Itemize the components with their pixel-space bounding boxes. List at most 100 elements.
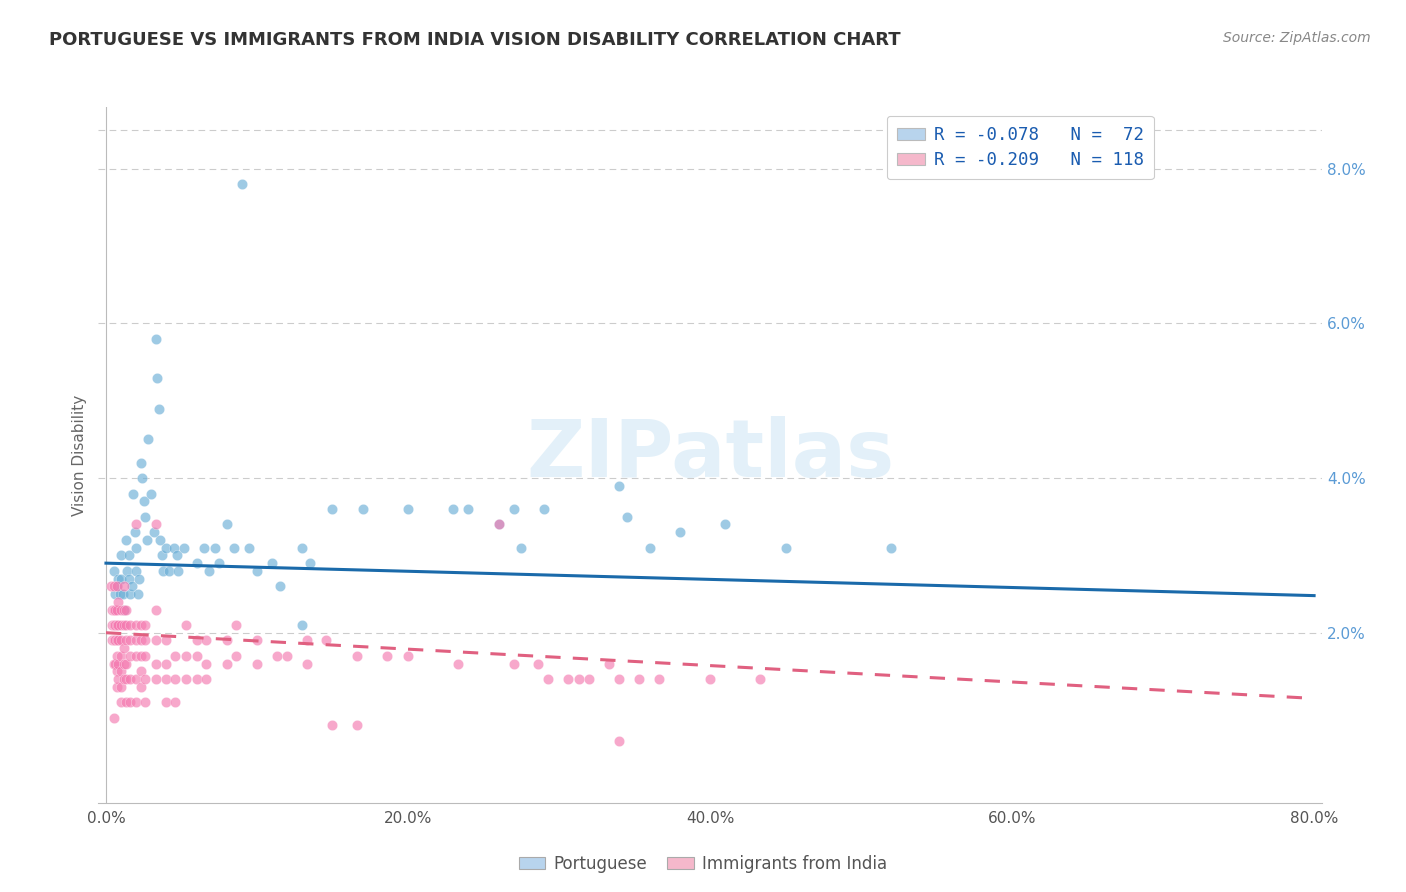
Point: [174, 672, 197, 686]
Point: [122, 486, 145, 500]
Point: [117, 549, 139, 563]
Point: [775, 541, 797, 555]
Point: [129, 456, 152, 470]
Point: [105, 579, 128, 593]
Point: [107, 572, 129, 586]
Point: [276, 648, 298, 663]
Point: [104, 587, 127, 601]
Point: [112, 579, 135, 593]
Point: [346, 648, 368, 663]
Point: [609, 672, 631, 686]
Point: [215, 657, 238, 671]
Point: [186, 672, 208, 686]
Point: [125, 695, 148, 709]
Point: [121, 579, 143, 593]
Text: PORTUGUESE VS IMMIGRANTS FROM INDIA VISION DISABILITY CORRELATION CHART: PORTUGUESE VS IMMIGRANTS FROM INDIA VISI…: [49, 31, 901, 49]
Point: [145, 517, 167, 532]
Point: [124, 525, 146, 540]
Point: [103, 618, 125, 632]
Point: [125, 541, 148, 555]
Point: [115, 564, 138, 578]
Point: [112, 618, 135, 632]
Point: [103, 633, 125, 648]
Point: [103, 564, 125, 578]
Point: [457, 502, 479, 516]
Point: [143, 525, 166, 540]
Point: [107, 595, 129, 609]
Point: [598, 657, 620, 671]
Point: [880, 541, 903, 555]
Point: [194, 672, 217, 686]
Point: [396, 502, 419, 516]
Point: [441, 502, 464, 516]
Point: [114, 533, 136, 547]
Point: [502, 502, 524, 516]
Point: [141, 486, 163, 500]
Point: [120, 633, 142, 648]
Point: [134, 633, 156, 648]
Point: [375, 648, 398, 663]
Point: [231, 178, 253, 192]
Point: [127, 587, 149, 601]
Point: [103, 711, 125, 725]
Point: [129, 648, 152, 663]
Point: [510, 541, 533, 555]
Point: [120, 587, 142, 601]
Point: [105, 579, 128, 593]
Point: [266, 648, 288, 663]
Point: [125, 648, 148, 663]
Point: [165, 695, 187, 709]
Point: [105, 602, 128, 616]
Point: [110, 695, 132, 709]
Point: [125, 564, 148, 578]
Point: [557, 672, 579, 686]
Point: [112, 602, 135, 616]
Point: [114, 695, 136, 709]
Point: [447, 657, 470, 671]
Point: [110, 549, 132, 563]
Point: [103, 579, 125, 593]
Point: [104, 657, 127, 671]
Point: [502, 657, 524, 671]
Point: [186, 556, 208, 570]
Point: [269, 579, 291, 593]
Point: [204, 541, 226, 555]
Point: [321, 718, 343, 732]
Point: [107, 657, 129, 671]
Point: [114, 672, 136, 686]
Point: [104, 618, 127, 632]
Point: [120, 648, 142, 663]
Point: [194, 657, 217, 671]
Point: [291, 541, 314, 555]
Point: [134, 648, 156, 663]
Point: [134, 672, 156, 686]
Point: [104, 633, 127, 648]
Point: [568, 672, 591, 686]
Legend: R = -0.078   N =  72, R = -0.209   N = 118: R = -0.078 N = 72, R = -0.209 N = 118: [887, 116, 1154, 179]
Point: [101, 618, 124, 632]
Point: [136, 433, 159, 447]
Point: [112, 672, 135, 686]
Point: [145, 657, 167, 671]
Point: [112, 641, 135, 656]
Point: [125, 672, 148, 686]
Point: [107, 633, 129, 648]
Point: [129, 680, 152, 694]
Point: [699, 672, 721, 686]
Point: [129, 665, 152, 679]
Point: [488, 517, 510, 532]
Point: [215, 517, 238, 532]
Point: [105, 680, 128, 694]
Point: [145, 602, 167, 616]
Point: [114, 657, 136, 671]
Point: [295, 633, 318, 648]
Point: [120, 695, 142, 709]
Point: [193, 541, 215, 555]
Point: [111, 587, 134, 601]
Point: [145, 672, 167, 686]
Point: [145, 332, 167, 346]
Point: [155, 657, 177, 671]
Point: [238, 541, 260, 555]
Point: [225, 618, 247, 632]
Point: [537, 672, 560, 686]
